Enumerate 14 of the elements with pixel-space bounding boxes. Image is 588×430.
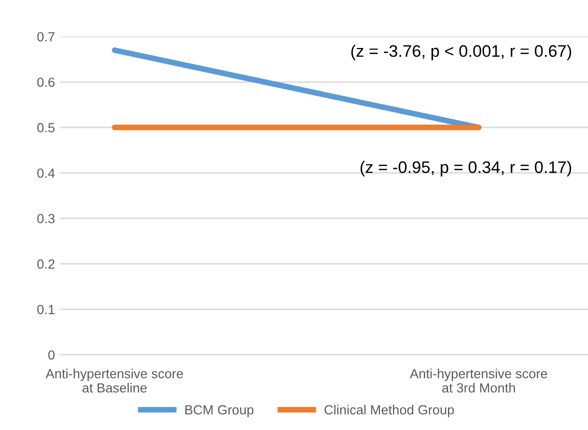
y-tick-label: 0.1 [37,304,54,314]
y-tick-label: 0.2 [37,259,54,269]
y-tick-label: 0.5 [37,123,55,132]
y-tick-label: 0.6 [37,78,55,87]
annotation: (z = -0.95, p = 0.34, r = 0.17) [360,160,572,176]
x-tick-label: Anti-hypertensive score at 3rd Month [410,368,548,393]
legend-label: Clinical Method Group [324,404,454,418]
y-tick-label: 0.3 [37,214,55,224]
y-tick-label: 0 [48,350,55,360]
x-tick-label: Anti-hypertensive score at Baseline [46,368,183,393]
legend-label: BCM Group [185,405,254,418]
y-tick-label: 0.4 [37,168,55,178]
y-tick-label: 0.7 [37,32,54,42]
annotation: (z = -3.76, p < 0.001, r = 0.67) [351,44,572,60]
